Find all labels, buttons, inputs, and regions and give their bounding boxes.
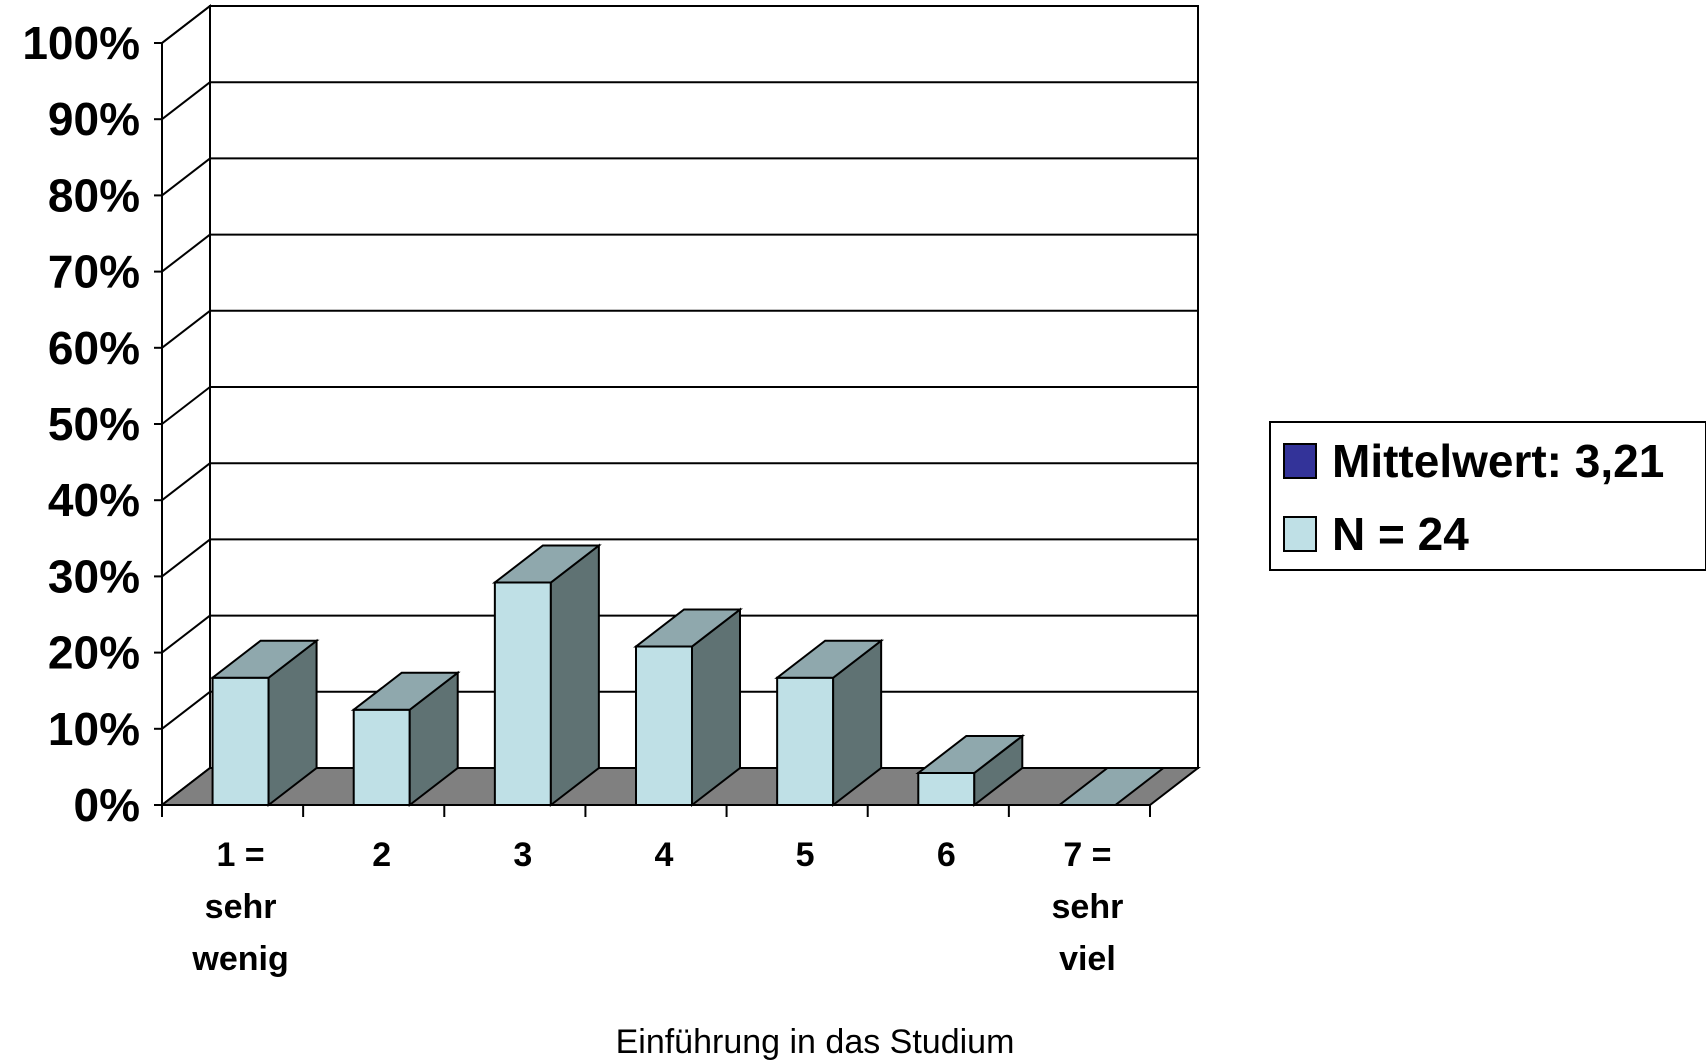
x-axis-title: Einführung in das Studium (616, 1023, 1015, 1061)
y-tick-label: 20% (48, 627, 140, 679)
x-tick-label-line: viel (1059, 940, 1116, 978)
x-tick-label: 4 (655, 836, 674, 874)
bar-front (352, 708, 411, 806)
x-tick-label-line: 5 (796, 836, 815, 874)
legend-box (1269, 421, 1706, 571)
bar (491, 543, 602, 808)
gridline-side (161, 614, 211, 654)
x-tick-label-line: 2 (372, 836, 391, 874)
y-tick-label: 30% (48, 550, 140, 602)
bar-front (211, 676, 270, 806)
gridline-side (161, 538, 211, 578)
bar (209, 638, 320, 808)
x-tick-label: 2 (372, 836, 391, 874)
x-tick-label-line: 7 = (1063, 836, 1111, 874)
legend-label: N = 24 (1332, 508, 1469, 560)
y-tick-label: 70% (48, 246, 140, 298)
x-tick-label: 6 (937, 836, 956, 874)
bar-front (917, 771, 976, 806)
legend: Mittelwert: 3,21 N = 24 (1269, 421, 1706, 571)
x-tick-label-line: wenig (191, 940, 288, 978)
y-tick-label: 100% (22, 17, 140, 69)
y-tick-label: 60% (48, 322, 140, 374)
gridline-side (161, 233, 211, 273)
bar-top (350, 671, 461, 711)
bar-top (915, 734, 1026, 774)
x-tick-label-line: sehr (1052, 888, 1124, 926)
bar-front (635, 645, 693, 807)
gridline-side (161, 691, 211, 730)
x-tick-label-line: sehr (205, 888, 277, 926)
y-tick-label: 40% (48, 474, 140, 526)
gridline-side (161, 386, 211, 425)
gridline-side (161, 5, 211, 44)
x-axis: 1 = sehr wenig 2 3 4 5 6 7 = sehr viel (161, 804, 1151, 978)
bar (915, 733, 1026, 808)
legend-swatch (1283, 516, 1317, 552)
legend-swatch (1283, 443, 1317, 479)
x-tick-label-line: 1 = (216, 836, 264, 874)
bar (633, 607, 743, 808)
y-tick-label: 90% (48, 93, 140, 145)
x-tick-label-line: 6 (937, 836, 956, 874)
gridline-side (161, 310, 211, 349)
bar-front (493, 581, 552, 806)
y-tick-label: 0% (74, 779, 140, 831)
bars (209, 543, 1167, 808)
bar (350, 670, 461, 808)
gridline-side (161, 81, 211, 120)
x-tick-label: 5 (796, 836, 815, 874)
bar-top (491, 544, 602, 584)
x-tick-label: 7 = sehr viel (1052, 836, 1124, 978)
gridline-side (161, 462, 211, 501)
x-tick-label: 1 = sehr wenig (191, 836, 288, 978)
bar-front (776, 676, 835, 806)
x-tick-label-line: 3 (513, 836, 532, 874)
gridline-side (161, 157, 211, 197)
bar-top (209, 639, 320, 679)
y-tick-label: 10% (48, 703, 140, 755)
bar-top (633, 608, 743, 648)
x-tick-label: 3 (513, 836, 532, 874)
y-axis: 0% 10% 20% 30% 40% 50% 60% 70% 80% 90% 100% (22, 17, 163, 831)
x-tick-label-line: 4 (655, 836, 674, 874)
bar (774, 638, 885, 808)
bar-side (549, 543, 600, 808)
gridlines (161, 5, 1198, 806)
bar-top (774, 639, 885, 679)
legend-label: Mittelwert: 3,21 (1332, 435, 1664, 487)
y-tick-label: 80% (48, 169, 140, 221)
y-tick-label: 50% (48, 398, 140, 450)
